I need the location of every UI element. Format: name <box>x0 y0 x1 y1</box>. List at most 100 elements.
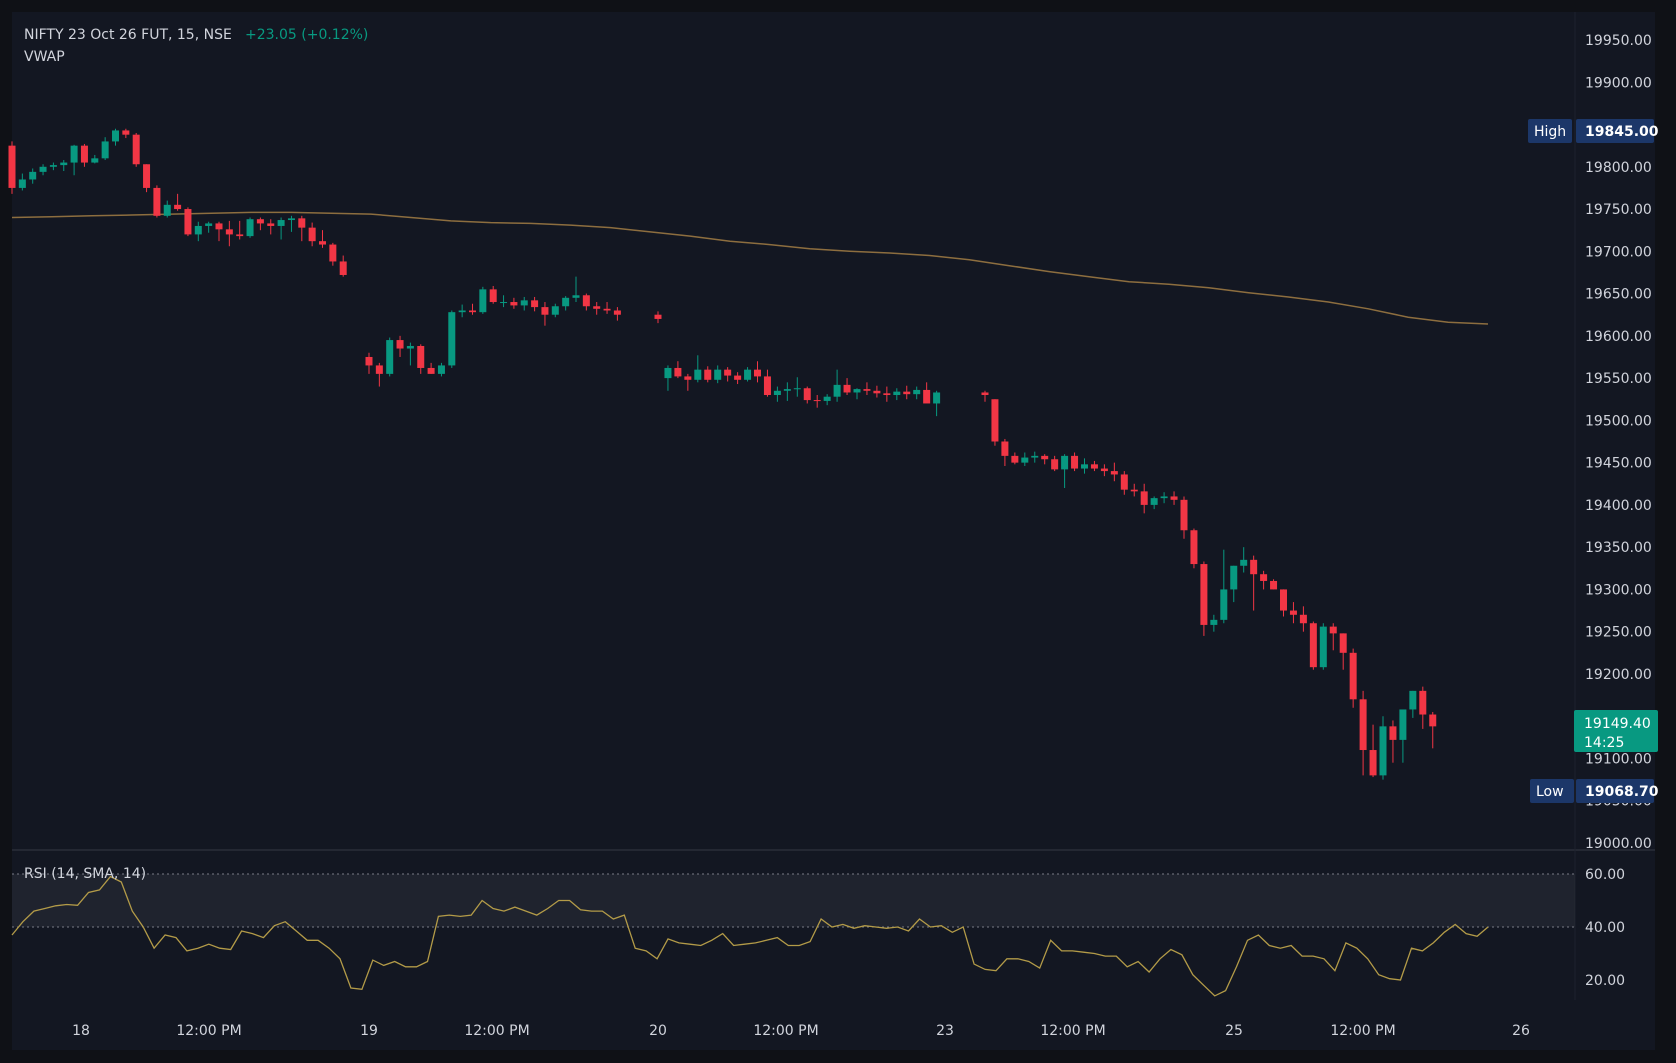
candle <box>1001 438 1009 467</box>
candle <box>843 378 851 396</box>
candle <box>1379 716 1387 780</box>
rsi-tick-label: 60.00 <box>1585 867 1625 883</box>
candle-body <box>1150 498 1158 505</box>
candle-body <box>893 391 901 396</box>
vwap-layer <box>11 211 1489 325</box>
candle-body <box>1160 496 1168 499</box>
candle <box>1081 458 1088 474</box>
candle <box>833 369 841 402</box>
rsi-band <box>12 874 1575 927</box>
candle-body <box>174 204 182 210</box>
candle <box>365 352 373 374</box>
candle <box>913 386 921 400</box>
candle <box>933 390 941 417</box>
high-badge-value: 19845.00 <box>1585 124 1659 140</box>
candle-body <box>1409 690 1417 710</box>
candle <box>1150 496 1158 510</box>
candle-body <box>1339 633 1347 653</box>
candle-body <box>991 399 999 442</box>
candle <box>29 168 37 184</box>
candle-body <box>194 225 202 235</box>
candle-body <box>386 340 394 374</box>
candle-body <box>1280 589 1287 611</box>
candle-body <box>1429 714 1437 727</box>
candle <box>714 365 722 384</box>
time-tick-label: 19 <box>360 1023 378 1039</box>
candle <box>215 221 223 242</box>
candle <box>469 303 476 315</box>
candle-body <box>1349 652 1357 700</box>
candle-body <box>803 388 811 401</box>
candle-body <box>823 396 831 401</box>
candle-body <box>339 261 347 275</box>
candle <box>1170 491 1178 505</box>
time-axis[interactable]: 18 12:00 PM 19 12:00 PM 20 12:00 PM 23 12:00 PM… <box>72 1023 1530 1039</box>
candle-body <box>479 289 487 313</box>
candle <box>277 217 285 240</box>
legend-symbol[interactable]: NIFTY 23 Oct 26 FUT, 15, NSE <box>24 27 232 43</box>
candle <box>386 337 394 377</box>
candle <box>572 276 580 303</box>
candle-body <box>1379 726 1387 776</box>
candle <box>694 355 702 383</box>
candle <box>1419 686 1427 729</box>
candle <box>510 297 518 309</box>
candle <box>225 220 233 247</box>
candle-body <box>215 223 223 230</box>
candle-body <box>329 244 337 262</box>
candles <box>8 128 1437 780</box>
candle-body <box>308 227 316 242</box>
candle <box>1220 549 1228 624</box>
candle <box>763 369 771 397</box>
rsi-tick-label: 20.00 <box>1585 973 1625 989</box>
candle-body <box>734 375 742 380</box>
candle <box>1140 483 1148 514</box>
candle <box>427 362 435 374</box>
candle <box>734 372 742 385</box>
candle-body <box>520 300 528 306</box>
candle <box>163 200 171 218</box>
candle-body <box>763 376 771 396</box>
candle <box>1031 451 1039 463</box>
candle-body <box>1220 589 1228 620</box>
candle <box>1260 570 1268 590</box>
candle <box>1041 454 1049 465</box>
candle-body <box>551 306 559 315</box>
candle-body <box>225 229 233 235</box>
candle <box>132 132 140 167</box>
candle <box>582 293 590 311</box>
candle <box>823 394 831 406</box>
candle-body <box>8 145 16 188</box>
candle <box>903 385 911 400</box>
candle <box>1289 602 1297 624</box>
candle-body <box>1399 709 1407 740</box>
candle-body <box>101 141 109 159</box>
candle <box>153 185 161 218</box>
candle <box>489 285 497 304</box>
price-tick-label: 19500.00 <box>1585 413 1652 429</box>
price-tick-label: 19950.00 <box>1585 33 1652 49</box>
candle <box>80 143 88 167</box>
candle <box>873 385 881 398</box>
legend-rsi[interactable]: RSI (14, SMA, 14) <box>24 866 146 882</box>
candle <box>205 221 213 233</box>
legend-vwap[interactable]: VWAP <box>24 49 65 65</box>
candle <box>236 220 244 240</box>
candle <box>1250 555 1258 611</box>
candle-body <box>843 384 851 393</box>
candle <box>246 217 254 238</box>
candle-body <box>1419 690 1427 715</box>
candle-body <box>1120 474 1128 490</box>
candle-body <box>684 376 692 380</box>
rsi-axis: 60.00 40.00 20.00 <box>1585 867 1625 989</box>
candle-body <box>883 393 891 396</box>
candle <box>287 215 295 232</box>
candle-body <box>724 369 732 376</box>
candle-body <box>531 300 539 308</box>
candle-body <box>256 219 264 224</box>
candle <box>101 137 109 161</box>
candle-body <box>1041 455 1049 460</box>
candle <box>744 367 752 382</box>
candle <box>883 386 891 402</box>
